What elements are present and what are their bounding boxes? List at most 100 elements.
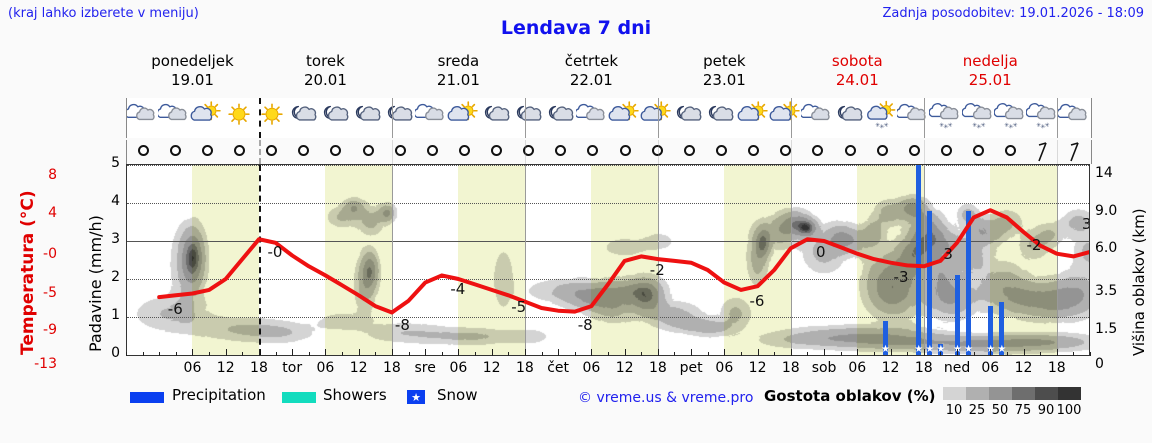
day-date: 21.01 xyxy=(436,71,480,89)
time-tick-label: sob xyxy=(811,360,837,376)
cloud-density-step: 100 xyxy=(1056,403,1082,418)
wind-calm-symbol xyxy=(426,145,438,156)
day-separator xyxy=(790,140,792,164)
cloud-density-swatch xyxy=(966,387,989,400)
time-tick-label: tor xyxy=(282,360,303,376)
wind-calm-symbol xyxy=(362,145,374,156)
wind-calm-symbol xyxy=(394,145,406,156)
time-tick-label: 18 xyxy=(250,360,268,376)
time-tick-minor xyxy=(1073,352,1075,356)
weather-icon-night-cloudy xyxy=(833,100,867,134)
cloud-density-step: 10 xyxy=(945,403,963,418)
day-separator xyxy=(391,165,393,355)
day-date: 19.01 xyxy=(171,71,214,89)
svg-text:✳: ✳ xyxy=(880,124,885,130)
wind-calm-symbol xyxy=(651,145,663,156)
precipitation-bar xyxy=(999,301,1005,355)
wind-calm-symbol xyxy=(1005,145,1017,156)
wind-calm-symbol xyxy=(458,145,470,156)
day-name: sreda xyxy=(437,52,480,70)
time-tick-minor xyxy=(574,352,576,356)
temperature-label: -6 xyxy=(749,292,765,311)
day-name: sobota xyxy=(831,52,883,70)
weather-icon-night-cloudy xyxy=(672,100,706,134)
time-tick-label: ned xyxy=(943,360,971,376)
time-tick-minor xyxy=(375,352,377,356)
weather-icon-night-cloudy xyxy=(287,100,321,134)
temperature-label: -8 xyxy=(394,316,410,335)
time-tick-label: 18 xyxy=(914,360,933,376)
time-tick xyxy=(1023,349,1025,356)
weather-icon-partly-sunny xyxy=(737,100,771,134)
svg-text:✳: ✳ xyxy=(1012,122,1017,129)
time-tick xyxy=(857,349,859,356)
weather-icon-night-cloudy xyxy=(544,100,578,134)
time-tick-minor xyxy=(707,352,709,356)
weather-icon-cloudy-snow: ✳ ✳ ✳ xyxy=(961,100,996,134)
svg-text:✳: ✳ xyxy=(1036,122,1041,129)
day-separator xyxy=(524,140,526,164)
snow-star-icon: ★ xyxy=(407,390,425,404)
day-name: ponedeljek xyxy=(151,52,234,70)
svg-text:✳: ✳ xyxy=(972,122,977,129)
day-separator xyxy=(790,98,792,138)
wind-calm-symbol xyxy=(169,145,181,156)
day-separator xyxy=(524,165,526,355)
time-tick-label: 18 xyxy=(515,360,534,376)
day-header-6: sobota 24.01 xyxy=(791,52,924,92)
day-separator xyxy=(923,98,925,138)
copyright-text: © vreme.us & vreme.pro xyxy=(578,390,754,406)
weather-icon-night-cloudy xyxy=(319,100,353,134)
time-tick xyxy=(990,349,992,356)
cloud-density-step: 90 xyxy=(1037,403,1055,418)
time-tick-minor xyxy=(973,352,975,356)
time-tick-minor xyxy=(1040,352,1042,356)
time-tick-label: čet xyxy=(547,360,570,376)
wind-symbol-band xyxy=(126,140,1092,164)
time-tick xyxy=(558,349,560,356)
weather-icon-cloudy-snow: ✳ ✳ ✳ xyxy=(928,100,963,134)
day-name: petek xyxy=(703,52,746,70)
time-tick-minor xyxy=(541,352,543,356)
wind-calm-symbol xyxy=(619,145,631,156)
time-tick-minor xyxy=(408,352,410,356)
showers-legend-swatch xyxy=(282,392,316,403)
precipitation-bar xyxy=(966,210,972,355)
time-tick-minor xyxy=(807,352,809,356)
cloud-height-tick: 14 xyxy=(1095,165,1113,181)
wind-calm-symbol xyxy=(555,145,567,156)
time-tick-label: 18 xyxy=(1047,360,1066,376)
day-separator xyxy=(524,98,526,138)
cloud-density-swatch xyxy=(1012,387,1035,400)
forecast-plot: ★★★★★★★★ -6 -0 -8 -4 -5 -8 -2 -6 0 -3 3 -2 3 xyxy=(126,164,1090,356)
time-tick-label: 18 xyxy=(383,360,401,376)
day-separator xyxy=(258,140,262,164)
time-tick-minor xyxy=(608,352,609,356)
weather-icon-night-cloudy xyxy=(351,100,385,134)
temperature-tick: 8 xyxy=(48,167,57,183)
wind-calm-symbol xyxy=(844,145,856,156)
precipitation-legend-label: Precipitation xyxy=(172,386,266,404)
cloud-height-tick: 0 xyxy=(1095,356,1104,372)
time-tick-minor xyxy=(1006,352,1008,356)
temperature-label: 0 xyxy=(815,243,826,262)
wind-barb-symbol xyxy=(1070,142,1079,162)
wind-calm-symbol xyxy=(973,145,985,156)
day-separator xyxy=(126,98,127,138)
horizontal-gridline xyxy=(127,203,1089,205)
time-tick-minor xyxy=(774,352,776,356)
cloud-density-swatch xyxy=(1035,387,1058,400)
weather-icon-partly-sunny xyxy=(447,100,481,134)
weather-icon-sunny xyxy=(255,100,289,134)
svg-text:✳: ✳ xyxy=(980,122,985,129)
time-tick-label: 18 xyxy=(781,360,800,376)
time-tick-minor xyxy=(740,352,742,356)
temperature-label: -5 xyxy=(511,298,527,317)
precipitation-tick: 0 xyxy=(111,345,120,361)
daylight-band xyxy=(857,165,924,355)
time-tick xyxy=(657,349,659,356)
wind-calm-symbol xyxy=(940,145,952,156)
precipitation-bar xyxy=(883,320,888,355)
horizontal-gridline xyxy=(127,279,1089,281)
day-header-4: četrtek 22.01 xyxy=(525,52,658,92)
